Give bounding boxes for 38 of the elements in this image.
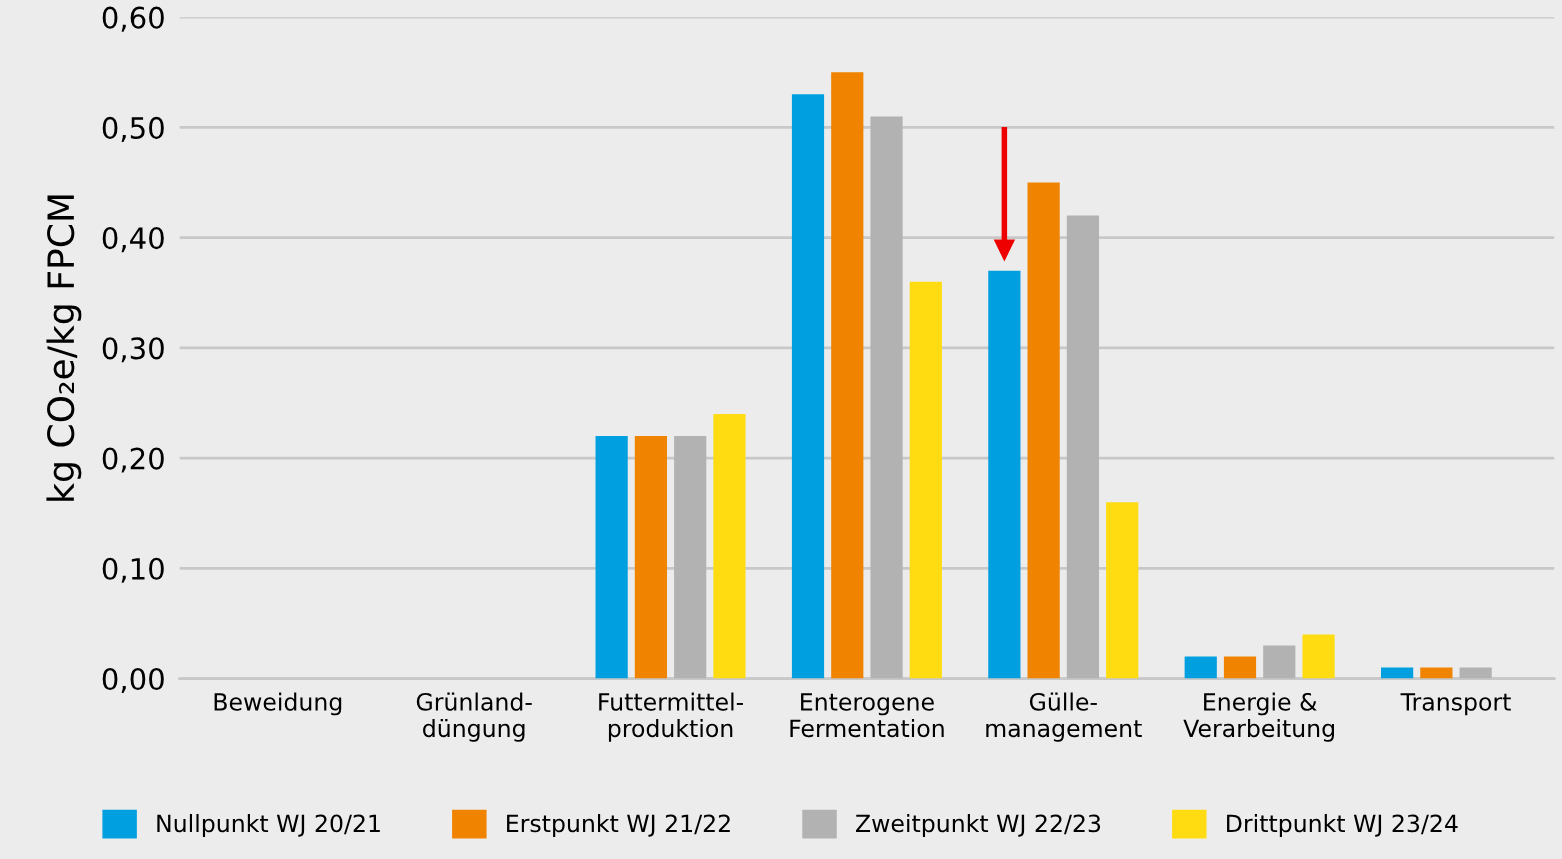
- y-tick-label: 0,30: [102, 337, 164, 363]
- y-tick-label: 0,40: [102, 227, 164, 253]
- x-tick-label: Transport: [1400, 693, 1511, 716]
- bar: [1381, 667, 1414, 679]
- legend-label: Erstpunkt WJ 21/22: [507, 814, 730, 837]
- bar: [674, 436, 707, 679]
- y-axis-title: kg CO₂e/kg FPCM: [46, 195, 82, 501]
- x-tick-label: Energie & Verarbeitung: [1183, 692, 1334, 742]
- bar: [1027, 182, 1060, 679]
- bar: [791, 94, 825, 679]
- y-tick-label: 0,10: [102, 557, 164, 583]
- x-tick-label: Futtermittel- produktion: [599, 692, 744, 742]
- legend-label: Nullpunkt WJ 20/21: [157, 814, 380, 837]
- bar: [595, 436, 628, 679]
- y-tick-label: 0,60: [102, 6, 164, 32]
- bar: [1302, 634, 1335, 679]
- bar: [1420, 667, 1453, 679]
- y-tick-label: 0,20: [102, 447, 164, 473]
- x-tick-label: Grünland- düngung: [416, 692, 532, 742]
- bar: [870, 116, 903, 679]
- bar: [634, 436, 668, 679]
- bar: [1223, 656, 1257, 679]
- bar: [1106, 502, 1139, 679]
- legend-label: Drittpunkt WJ 23/24: [1227, 814, 1458, 837]
- bar: [831, 72, 864, 679]
- bar: [1263, 645, 1296, 679]
- bar: [1066, 215, 1100, 679]
- bar: [1459, 667, 1492, 679]
- legend-label: Zweitpunkt WJ 22/23: [855, 814, 1101, 837]
- bar: [1184, 656, 1217, 679]
- bar: [988, 270, 1021, 679]
- bar: [909, 281, 942, 679]
- x-tick-label: Enterogene Fermentation: [790, 693, 944, 738]
- y-tick-label: 0,00: [102, 668, 164, 694]
- bar: [713, 414, 746, 679]
- x-tick-label: Gülle- management: [986, 692, 1142, 742]
- x-tick-label: Beweidung: [214, 692, 342, 716]
- y-tick-label: 0,50: [102, 116, 164, 142]
